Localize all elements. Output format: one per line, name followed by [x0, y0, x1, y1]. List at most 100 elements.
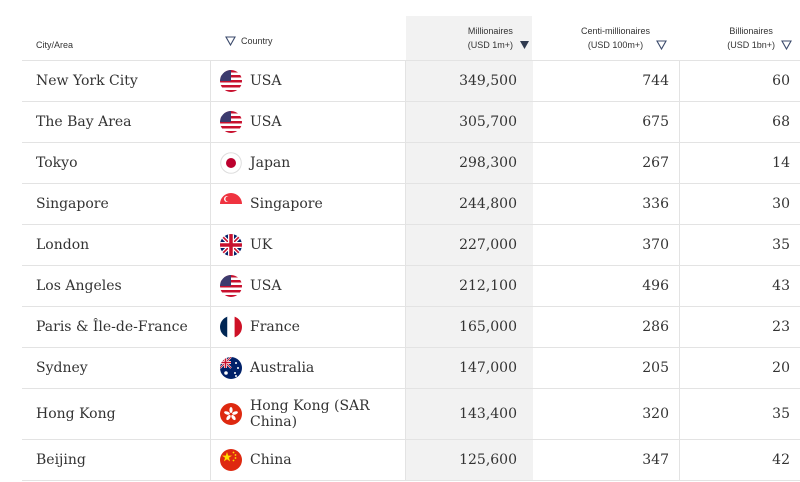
country-name: USA [250, 278, 282, 294]
header-millionaires-label: Millionaires [467, 26, 513, 36]
billionaires-value: 30 [772, 196, 790, 212]
table-row: Beijing China 125,600 347 42 [22, 439, 800, 481]
cell-millionaires: 305,700 [405, 102, 533, 142]
millionaires-value: 305,700 [459, 114, 517, 130]
city-name: Paris & Île-de-France [36, 319, 188, 335]
cell-centi-millionaires: 496 [533, 266, 680, 306]
centi-millionaires-value: 496 [642, 278, 669, 294]
cell-city: Paris & Île-de-France [36, 307, 211, 347]
france-flag-icon [220, 316, 242, 338]
city-name: Tokyo [36, 155, 78, 171]
billionaires-value: 43 [772, 278, 790, 294]
cell-centi-millionaires: 320 [533, 389, 680, 439]
millionaires-value: 212,100 [459, 278, 517, 294]
cell-billionaires: 30 [680, 184, 800, 224]
cell-millionaires: 212,100 [405, 266, 533, 306]
cell-city: Hong Kong [36, 389, 211, 439]
millionaires-value: 143,400 [459, 406, 517, 422]
cell-billionaires: 14 [680, 143, 800, 183]
cell-city: Beijing [36, 440, 211, 480]
table-row: Tokyo Japan 298,300 267 14 [22, 142, 800, 183]
cell-billionaires: 35 [680, 225, 800, 265]
millionaires-value: 227,000 [459, 237, 517, 253]
uk-flag-icon [220, 234, 242, 256]
china-flag-icon [220, 449, 242, 471]
millionaires-value: 244,800 [459, 196, 517, 212]
city-name: London [36, 237, 90, 253]
centi-millionaires-value: 320 [642, 406, 669, 422]
billionaires-value: 68 [772, 114, 790, 130]
filter-triangle-icon[interactable] [225, 36, 236, 46]
cell-billionaires: 20 [680, 348, 800, 388]
cell-centi-millionaires: 286 [533, 307, 680, 347]
country-name: Australia [250, 360, 315, 376]
city-name: Sydney [36, 360, 88, 376]
cell-country: Hong Kong (SAR China) [210, 389, 405, 439]
billionaires-value: 20 [772, 360, 790, 376]
cell-billionaires: 42 [680, 440, 800, 480]
country-name: Singapore [250, 196, 323, 212]
header-centi-millionaires[interactable]: Centi-millionaires (USD 100m+) [533, 16, 679, 60]
city-name: Los Angeles [36, 278, 122, 294]
table-row: Singapore Singapore 244,800 336 30 [22, 183, 800, 224]
cell-city: Singapore [36, 184, 211, 224]
table-row: New York City USA 349,500 744 60 [22, 60, 800, 101]
cell-city: Tokyo [36, 143, 211, 183]
sort-descending-icon[interactable] [519, 40, 530, 50]
billionaires-value: 14 [772, 155, 790, 171]
header-millionaires[interactable]: Millionaires (USD 1m+) [406, 16, 532, 60]
centi-millionaires-value: 370 [642, 237, 669, 253]
cell-country: Japan [210, 143, 405, 183]
header-billionaires[interactable]: Billionaires (USD 1bn+) [680, 16, 800, 60]
country-name: China [250, 452, 292, 468]
header-city: City/Area [36, 16, 216, 60]
centi-millionaires-value: 744 [642, 73, 669, 89]
table-header: City/Area Country Millionaires (USD 1m+)… [22, 16, 800, 60]
millionaires-value: 298,300 [459, 155, 517, 171]
cell-centi-millionaires: 205 [533, 348, 680, 388]
centi-millionaires-value: 675 [642, 114, 669, 130]
city-name: Beijing [36, 452, 86, 468]
billionaires-value: 23 [772, 319, 790, 335]
cell-millionaires: 227,000 [405, 225, 533, 265]
wealth-table: City/Area Country Millionaires (USD 1m+)… [22, 16, 800, 481]
table-row: The Bay Area USA 305,700 675 68 [22, 101, 800, 142]
cell-millionaires: 147,000 [405, 348, 533, 388]
table-body: New York City USA 349,500 744 60 The Bay Area… [22, 60, 800, 481]
cell-country: Australia [210, 348, 405, 388]
australia-flag-icon [220, 357, 242, 379]
cell-country: France [210, 307, 405, 347]
centi-millionaires-value: 336 [642, 196, 669, 212]
cell-country: Singapore [210, 184, 405, 224]
sort-triangle-icon[interactable] [781, 40, 792, 50]
cell-city: London [36, 225, 211, 265]
header-millionaires-unit: (USD 1m+) [467, 40, 513, 50]
header-billionaires-unit: (USD 1bn+) [727, 40, 775, 50]
sort-triangle-icon[interactable] [656, 40, 667, 50]
usa-flag-icon [220, 70, 242, 92]
country-name: France [250, 319, 300, 335]
cell-country: USA [210, 266, 405, 306]
cell-centi-millionaires: 370 [533, 225, 680, 265]
city-name: New York City [36, 73, 138, 89]
country-name: USA [250, 114, 282, 130]
cell-millionaires: 244,800 [405, 184, 533, 224]
city-name: Singapore [36, 196, 109, 212]
millionaires-value: 125,600 [459, 452, 517, 468]
cell-centi-millionaires: 267 [533, 143, 680, 183]
table-row: Los Angeles USA 212,100 496 43 [22, 265, 800, 306]
centi-millionaires-value: 267 [642, 155, 669, 171]
japan-flag-icon [220, 152, 242, 174]
cell-millionaires: 125,600 [405, 440, 533, 480]
centi-millionaires-value: 347 [642, 452, 669, 468]
header-city-label: City/Area [36, 40, 74, 50]
millionaires-value: 147,000 [459, 360, 517, 376]
billionaires-value: 35 [772, 406, 790, 422]
cell-millionaires: 298,300 [405, 143, 533, 183]
city-name: The Bay Area [36, 114, 132, 130]
cell-centi-millionaires: 347 [533, 440, 680, 480]
cell-millionaires: 349,500 [405, 61, 533, 101]
header-country[interactable]: Country [225, 16, 405, 60]
cell-millionaires: 165,000 [405, 307, 533, 347]
cell-centi-millionaires: 675 [533, 102, 680, 142]
